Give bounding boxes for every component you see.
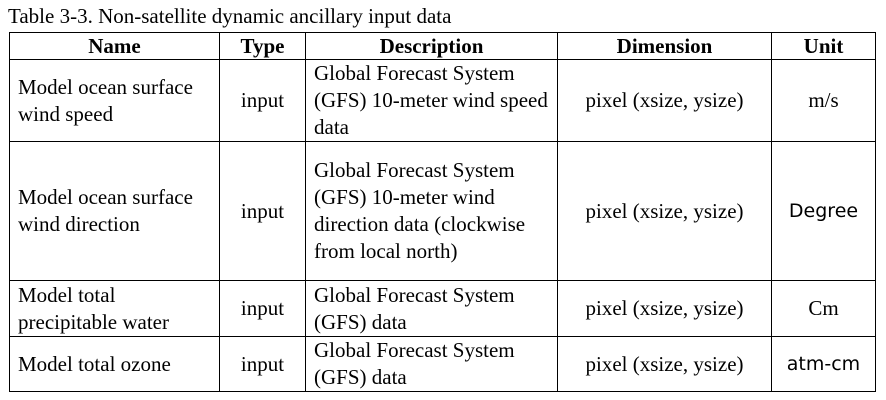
cell-dimension: pixel (xsize, ysize) <box>557 59 772 142</box>
cell-name: Model total precipitable water <box>9 280 220 337</box>
table-row: Model ocean surface wind direction input… <box>9 141 876 281</box>
cell-unit: Cm <box>771 280 876 337</box>
cell-name: Model ocean surface wind direction <box>9 141 220 281</box>
cell-description: Global Forecast System (GFS) data <box>305 336 558 392</box>
cell-type: input <box>219 59 306 142</box>
cell-description: Global Forecast System (GFS) 10-meter wi… <box>305 59 558 142</box>
cell-unit: atm-cm <box>771 336 876 392</box>
header-type: Type <box>219 32 306 60</box>
cell-dimension: pixel (xsize, ysize) <box>557 280 772 337</box>
cell-name: Model total ozone <box>9 336 220 392</box>
header-description: Description <box>305 32 558 60</box>
header-unit: Unit <box>771 32 876 60</box>
cell-name: Model ocean surface wind speed <box>9 59 220 142</box>
cell-description: Global Forecast System (GFS) 10-meter wi… <box>305 141 558 281</box>
header-name: Name <box>9 32 220 60</box>
cell-type: input <box>219 141 306 281</box>
cell-dimension: pixel (xsize, ysize) <box>557 141 772 281</box>
table-row: Model ocean surface wind speed input Glo… <box>9 59 876 142</box>
cell-type: input <box>219 280 306 337</box>
table-caption: Table 3-3. Non-satellite dynamic ancilla… <box>8 4 452 28</box>
cell-dimension: pixel (xsize, ysize) <box>557 336 772 392</box>
table-row: Model total ozone input Global Forecast … <box>9 336 876 392</box>
header-row: Name Type Description Dimension Unit <box>9 32 876 60</box>
cell-type: input <box>219 336 306 392</box>
header-dimension: Dimension <box>557 32 772 60</box>
cell-unit: m/s <box>771 59 876 142</box>
cell-unit: Degree <box>771 141 876 281</box>
table-row: Model total precipitable water input Glo… <box>9 280 876 337</box>
ancillary-input-table: Name Type Description Dimension Unit Mod… <box>9 32 876 392</box>
cell-description: Global Forecast System (GFS) data <box>305 280 558 337</box>
